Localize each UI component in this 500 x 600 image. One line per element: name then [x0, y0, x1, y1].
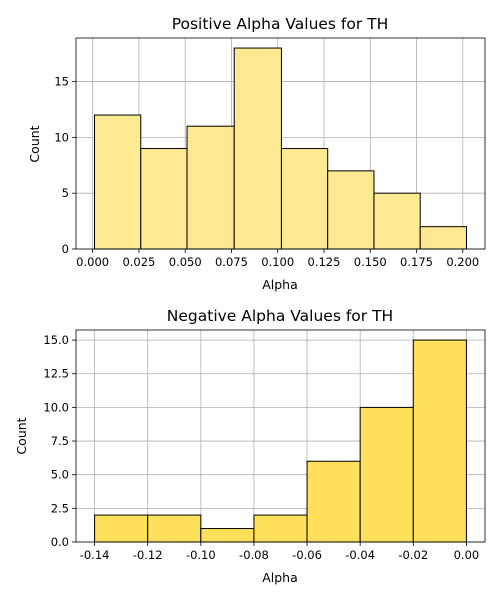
y-tick-label: 15	[54, 75, 69, 89]
histogram-bar	[306, 460, 361, 543]
positive-alpha-histogram: Positive Alpha Values for TH Alpha Count…	[27, 15, 486, 292]
y-tick-label: 10	[54, 130, 69, 144]
histogram-bar	[359, 406, 414, 543]
y-tick-label: 2.5	[51, 501, 69, 515]
x-tick-label: -0.08	[239, 548, 269, 562]
x-tick-label: 0.050	[169, 255, 202, 269]
x-tick-label: -0.12	[133, 548, 163, 562]
chart-title: Negative Alpha Values for TH	[167, 307, 393, 325]
negative-alpha-histogram: Negative Alpha Values for TH Alpha Count…	[14, 307, 486, 585]
x-tick-label: 0.00	[454, 548, 480, 562]
histogram-bar	[140, 148, 188, 250]
chart-title: Positive Alpha Values for TH	[172, 15, 389, 33]
y-tick-label: 5.0	[51, 468, 69, 482]
y-axis-label: Count	[14, 417, 29, 454]
y-tick-label: 15.0	[43, 333, 69, 347]
x-tick-label: 0.125	[308, 255, 341, 269]
x-tick-label: -0.06	[292, 548, 322, 562]
x-tick-label: 0.075	[215, 255, 248, 269]
histogram-bar	[200, 528, 255, 543]
histogram-bar	[280, 148, 329, 250]
y-tick-label: 10.0	[43, 400, 69, 414]
histogram-bar	[412, 339, 467, 543]
y-tick-label: 0.0	[51, 535, 69, 549]
x-tick-label: 0.000	[76, 255, 109, 269]
histogram-bar	[147, 514, 202, 543]
y-axis-label: Count	[27, 125, 42, 162]
histogram-bar	[94, 114, 142, 250]
y-tick-label: 0	[62, 242, 69, 256]
x-tick-label: -0.14	[80, 548, 110, 562]
histogram-bar	[94, 514, 149, 543]
x-axis-label: Alpha	[262, 570, 298, 585]
plot-frame	[75, 329, 486, 543]
histogram-bar	[373, 192, 421, 250]
x-tick-label: -0.02	[398, 548, 428, 562]
x-tick-label: 0.150	[354, 255, 387, 269]
plot-frame	[75, 37, 486, 250]
histogram-bar	[233, 47, 282, 250]
x-tick-label: 0.025	[122, 255, 155, 269]
x-axis-label: Alpha	[262, 277, 298, 292]
y-tick-label: 12.5	[43, 367, 69, 381]
y-tick-label: 7.5	[51, 434, 69, 448]
x-tick-label: -0.04	[345, 548, 375, 562]
x-tick-label: 0.100	[261, 255, 294, 269]
x-tick-label: 0.175	[400, 255, 433, 269]
histogram-bar	[327, 170, 375, 250]
histogram-bar	[419, 226, 467, 250]
y-tick-label: 5	[62, 186, 69, 200]
x-tick-label: -0.10	[186, 548, 216, 562]
histogram-bar	[186, 125, 235, 250]
x-tick-label: 0.200	[446, 255, 479, 269]
histogram-bar	[253, 514, 308, 543]
